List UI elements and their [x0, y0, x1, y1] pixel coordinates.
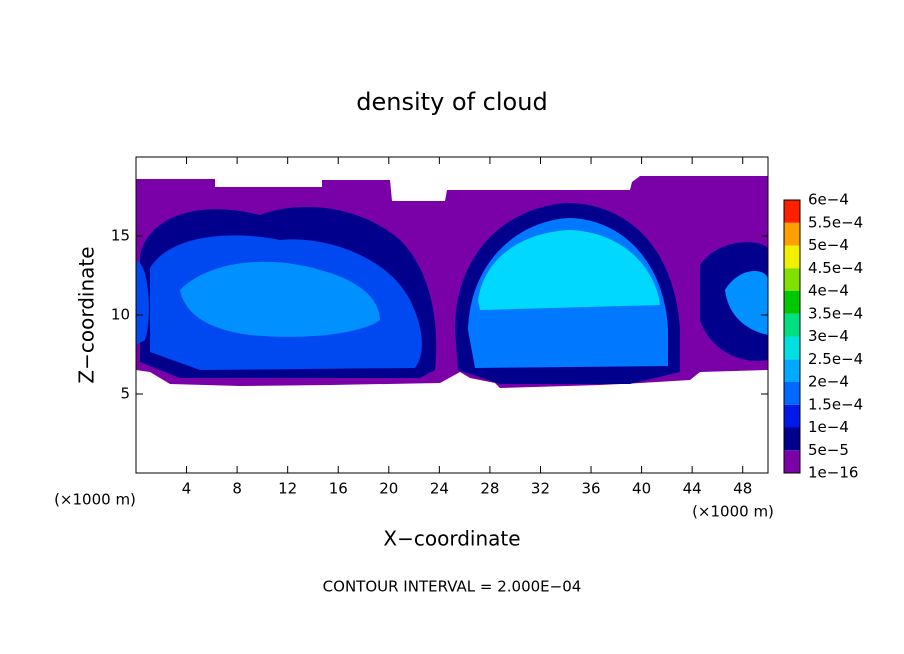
colorbar-frame: [783, 199, 801, 474]
colorbar-band: [784, 359, 800, 382]
y-tick-label: 15: [111, 227, 130, 245]
field-navy-edge: [136, 260, 149, 345]
x-tick-label: 8: [232, 480, 242, 498]
field-blue-right: [725, 270, 768, 335]
x-tick-label: 36: [581, 480, 600, 498]
colorbar-band: [784, 245, 800, 269]
colorbar-label: 5.5e−4: [808, 213, 863, 231]
x-tick-label: 12: [278, 480, 297, 498]
colorbar-label: 4.5e−4: [808, 259, 863, 277]
field-cyan-dome: [478, 230, 660, 310]
y-unit: (×1000 m): [54, 491, 136, 509]
colorbar-band: [784, 313, 800, 337]
x-tick-label: 20: [379, 480, 398, 498]
colorbar-label: 1e−4: [808, 418, 849, 436]
colorbar-band: [784, 404, 800, 428]
colorbar-band: [784, 200, 800, 223]
colorbar-label: 2.5e−4: [808, 350, 863, 368]
colorbar-label: 3.5e−4: [808, 304, 863, 322]
field-light-left: [180, 261, 380, 337]
x-tick-label: 44: [683, 480, 702, 498]
x-tick-label: 28: [480, 480, 499, 498]
x-tick-label: 24: [430, 480, 449, 498]
colorbar-band: [784, 382, 800, 405]
colorbar-label: 3e−4: [808, 327, 849, 345]
colorbar-band: [784, 450, 800, 473]
x-tick-label: 32: [531, 480, 550, 498]
x-tick-label: 48: [733, 480, 752, 498]
colorbar-label: 6e−4: [808, 191, 849, 209]
x-axis-label: X−coordinate: [383, 527, 520, 551]
x-tick-label: 16: [329, 480, 348, 498]
colorbar-label: 5e−4: [808, 236, 849, 254]
x-unit: (×1000 m): [692, 503, 774, 521]
colorbar-label: 2e−4: [808, 373, 849, 391]
x-tick-label: 4: [182, 480, 192, 498]
x-tick-label: 40: [632, 480, 651, 498]
colorbar-band: [784, 427, 800, 451]
colorbar-label: 1.5e−4: [808, 395, 863, 413]
colorbar-label: 5e−5: [808, 441, 849, 459]
contour-field: [136, 176, 768, 388]
colorbar-band: [784, 291, 800, 314]
chart-title: density of cloud: [356, 88, 547, 116]
colorbar-label: 4e−4: [808, 282, 849, 300]
colorbar-band: [784, 222, 800, 246]
colorbar-band: [784, 268, 800, 291]
footer: CONTOUR INTERVAL = 2.000E−04: [323, 578, 582, 596]
colorbar-label: 1e−16: [808, 464, 858, 482]
colorbar-band: [784, 336, 800, 360]
y-axis-label: Z−coordinate: [75, 246, 99, 383]
y-tick-label: 10: [111, 306, 130, 324]
y-tick-label: 5: [120, 385, 130, 403]
